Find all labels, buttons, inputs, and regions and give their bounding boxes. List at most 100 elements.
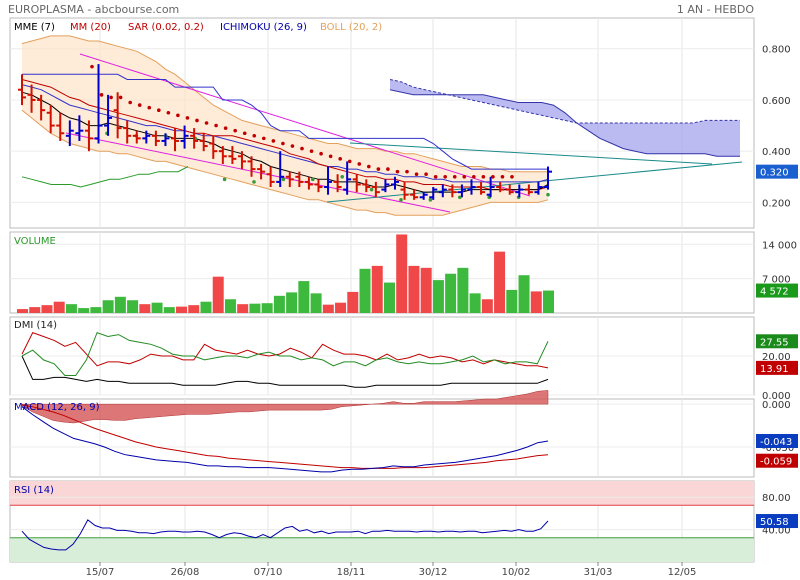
ichimoku-span-b [389,89,740,157]
ohlc-bar [257,163,266,180]
ichimoku-cloud [390,79,740,157]
ohlc-bar [400,181,409,200]
volume-bar [335,302,347,313]
ohlc-bar [505,184,514,195]
ohlc-bar [324,166,333,195]
volume-bar [53,301,65,313]
legend-item: MME (7) [14,22,55,33]
ohlc-bar [199,133,208,152]
sar-dot [510,174,514,179]
volume-bar [457,267,469,313]
rsi-overbought-zone [10,481,754,506]
volume-bar [420,267,432,313]
sar-dot [271,139,276,143]
ohlc-bar [486,176,495,198]
sar-dot [347,159,352,164]
ohlc-bar [132,130,141,144]
volume-bar [494,251,506,313]
volume-bar [518,275,530,313]
sar-dot [252,180,256,184]
volume-bar [212,276,224,313]
sar-dot [300,146,304,151]
volume-bar [17,309,28,313]
ohlc-bar [467,179,476,195]
rsi-oversold-zone [10,537,754,562]
volume-bar [127,300,139,313]
rsi-y-tick: 80.00 [762,493,791,504]
volume-y-tick: 14 000 [762,240,797,251]
macd-histogram [21,390,549,424]
sar-dot [290,144,295,148]
price-y-tick: 0.400 [762,147,791,158]
volume-bar [78,308,90,313]
macd-last-value: -0.043 [760,437,792,448]
chart-period[interactable]: 1 AN - HEBDO [676,3,754,16]
legend-item: MM (20) [70,22,111,33]
sar-dot [195,118,199,123]
volume-bar [481,299,493,313]
volume-last-value-bg [756,283,798,298]
ohlc-bar [56,112,65,141]
ohlc-bar [381,179,390,193]
ohlc-bar [209,135,218,159]
adx-line [21,355,549,388]
volume-bar [114,296,126,313]
ohlc-bar [113,92,122,139]
dmi-minus-last-bg [756,360,798,375]
ohlc-bar [142,130,151,144]
dmi-minus-last: 13.91 [760,364,789,375]
volume-y-tick: 7 000 [762,275,791,286]
sar-dot [137,103,142,107]
macd-y-tick: -0.050 [762,443,794,454]
x-tick-label: 26/08 [171,567,200,578]
volume-bar [310,293,322,313]
ohlc-bar [46,105,55,134]
ohlc-bar [295,171,304,188]
sar-dot [204,121,209,125]
volume-bar [543,290,554,313]
volume-bar [530,291,542,313]
ohlc-bar [247,156,256,177]
sar-dot [340,174,345,179]
sar-dot [386,167,390,171]
ohlc-bar [438,184,447,198]
sar-dot [185,116,190,120]
bollinger-lower [21,109,549,216]
dmi-minus-line [21,331,549,369]
sar-dot [242,131,247,136]
ohlc-bar [123,120,132,144]
dmi-plus-last: 27.55 [760,337,789,348]
dmi-label: DMI (14) [14,320,57,331]
sar-dot [90,64,94,69]
dmi-y-tick: 20.00 [762,352,791,363]
bollinger-band [22,35,548,216]
rsi-last-value: 50.58 [760,517,789,528]
volume-bar [383,282,395,313]
volume-bar [506,289,518,313]
volume-bar [469,293,481,313]
ohlc-bar [429,187,438,200]
ohlc-bar [362,179,371,193]
volume-bar [90,307,102,313]
price-y-tick: 0.200 [762,198,791,209]
chart-title: EUROPLASMA - abcbourse.com [8,3,180,16]
sar-dot [428,198,433,202]
ohlc-bar [457,184,466,198]
sar-dot [214,123,218,128]
ohlc-bar [37,94,46,121]
ohlc-bar [419,192,428,200]
sar-dot [176,113,180,118]
macd-last-value-bg [756,434,798,448]
ichimoku-chikou [21,166,189,188]
volume-bar [29,307,41,313]
price-last-value-bg [756,164,798,179]
sar-dot [433,174,438,179]
price-y-tick: 0.600 [762,96,791,107]
volume-bar [65,304,77,313]
dmi-y-tick: 0.000 [762,391,791,402]
sar-dot [357,162,362,166]
x-tick-label: 07/10 [254,567,283,578]
sar-dot [491,174,495,179]
dmi-plus-line [21,331,549,376]
